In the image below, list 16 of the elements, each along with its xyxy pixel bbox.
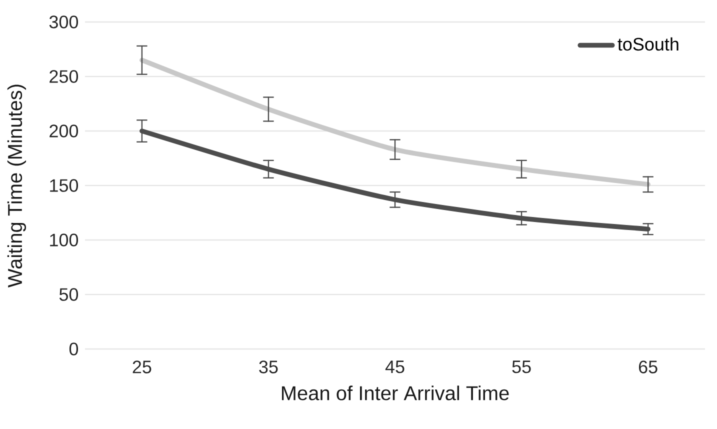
y-tick-label: 150: [50, 179, 78, 192]
y-tick-label: 100: [50, 234, 78, 246]
y-tick-label: 0: [69, 342, 78, 356]
y-tick-label: 50: [59, 288, 78, 301]
x-tick-label: 45: [385, 360, 404, 374]
x-tick-label: 65: [638, 360, 658, 374]
y-tick-label: 300: [49, 16, 78, 28]
line-series: [140, 58, 650, 187]
x-axis-title: Mean of Inter Arrival Time: [282, 386, 509, 400]
y-tick-label: 200: [50, 124, 78, 138]
y-tick-label: 250: [50, 70, 78, 83]
x-tick-label: 25: [132, 360, 152, 374]
x-tick-label: 55: [512, 360, 531, 374]
x-tick-label: 35: [259, 360, 278, 374]
y-axis-title: Waiting Time (Minutes): [7, 84, 26, 288]
legend-label: toSouth: [618, 37, 678, 51]
